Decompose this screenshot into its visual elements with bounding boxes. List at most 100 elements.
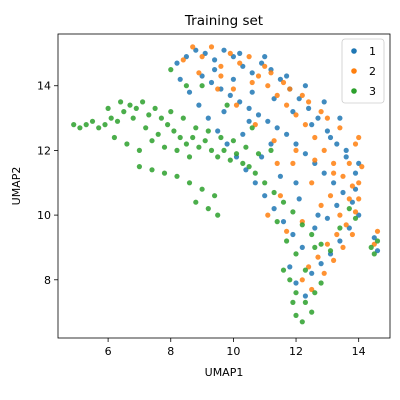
point-series-2-32: [299, 92, 305, 98]
point-series-2-27: [331, 257, 337, 263]
point-series-2-49: [284, 228, 290, 234]
y-tick-label-8: 8: [44, 274, 51, 287]
point-series-1-36: [349, 199, 355, 205]
point-series-1-35: [340, 189, 346, 196]
point-series-1-61: [309, 122, 315, 128]
point-series-3-3: [89, 118, 96, 124]
point-series-2-10: [274, 92, 280, 98]
point-series-1-81: [374, 248, 381, 254]
point-series-1-80: [371, 235, 377, 241]
point-series-2-51: [318, 202, 324, 208]
point-series-1-78: [321, 99, 327, 105]
point-series-1-82: [293, 280, 299, 286]
point-series-3-34: [161, 144, 168, 150]
point-series-2-15: [321, 147, 327, 153]
point-series-1-83: [302, 293, 308, 299]
point-series-2-65: [371, 241, 377, 247]
point-series-1-64: [356, 160, 362, 166]
point-series-1-16: [324, 128, 330, 134]
point-series-2-1: [190, 44, 196, 50]
point-series-1-56: [177, 76, 183, 82]
point-series-3-60: [262, 180, 268, 186]
point-series-1-25: [246, 105, 252, 111]
point-series-1-13: [296, 96, 302, 102]
point-series-3-85: [199, 83, 205, 89]
point-series-3-74: [302, 267, 308, 273]
point-series-1-4: [212, 57, 218, 63]
y-tick-label-12: 12: [37, 144, 51, 157]
point-series-1-6: [230, 54, 236, 60]
point-series-1-87: [293, 180, 299, 186]
point-series-2-26: [321, 270, 327, 276]
point-series-1-54: [196, 102, 202, 108]
legend-label-3: 3: [369, 85, 376, 98]
point-series-1-67: [315, 212, 321, 218]
point-series-1-86: [324, 215, 330, 221]
point-series-3-46: [218, 134, 224, 141]
point-series-1-63: [343, 147, 349, 153]
point-series-2-40: [309, 180, 315, 186]
point-series-1-75: [262, 54, 268, 60]
point-series-1-21: [208, 79, 215, 86]
point-series-2-3: [208, 44, 215, 50]
point-series-3-83: [312, 290, 318, 296]
legend-marker-1: [351, 48, 357, 54]
legend: 1 2 3: [341, 38, 385, 104]
point-series-2-11: [284, 102, 290, 108]
point-series-3-9: [127, 102, 133, 108]
point-series-2-48: [265, 212, 271, 218]
point-series-2-4: [218, 63, 224, 69]
point-series-2-39: [327, 193, 334, 199]
points-layer: [71, 44, 381, 325]
point-series-2-54: [312, 157, 318, 163]
point-series-3-90: [371, 251, 377, 257]
point-series-3-15: [165, 122, 171, 128]
point-series-3-35: [174, 147, 180, 153]
point-series-3-92: [368, 244, 374, 250]
point-series-1-14: [306, 105, 312, 111]
point-series-1-2: [193, 47, 199, 53]
point-series-2-29: [349, 231, 355, 238]
point-series-1-77: [302, 83, 308, 89]
point-series-3-63: [290, 209, 296, 215]
point-series-1-41: [318, 261, 324, 267]
point-series-2-30: [262, 63, 268, 69]
point-series-3-68: [337, 225, 343, 231]
point-series-2-42: [271, 138, 277, 144]
point-series-1-59: [271, 96, 277, 102]
point-series-3-93: [168, 67, 174, 73]
point-series-3-65: [309, 231, 315, 238]
point-series-3-49: [255, 151, 262, 157]
point-series-3-36: [186, 154, 193, 160]
point-series-1-30: [293, 141, 299, 147]
point-series-1-9: [259, 60, 265, 66]
point-series-1-74: [237, 50, 243, 57]
legend-box: [341, 38, 385, 104]
point-series-1-85: [312, 225, 318, 231]
point-series-3-79: [309, 309, 315, 315]
point-series-1-65: [352, 186, 359, 192]
point-series-2-56: [346, 160, 352, 166]
point-series-2-25: [306, 264, 312, 270]
point-series-3-51: [149, 167, 155, 173]
point-series-1-79: [337, 115, 343, 121]
point-series-1-70: [259, 154, 265, 160]
point-series-1-51: [224, 141, 230, 147]
point-series-1-44: [290, 231, 296, 238]
point-series-1-53: [205, 115, 211, 121]
chart-title: Training set: [184, 13, 263, 29]
point-series-3-44: [193, 125, 199, 131]
point-series-2-46: [196, 70, 202, 76]
point-series-1-3: [202, 50, 208, 57]
point-series-3-86: [224, 102, 230, 108]
point-series-1-37: [356, 212, 362, 218]
point-series-2-20: [352, 209, 359, 215]
point-series-3-21: [202, 138, 208, 144]
point-series-3-22: [208, 147, 215, 153]
point-series-3-31: [124, 141, 130, 147]
point-series-3-66: [318, 241, 324, 247]
x-axis-label: UMAP1: [205, 366, 244, 379]
point-series-3-11: [140, 99, 146, 105]
point-series-3-59: [215, 212, 221, 218]
